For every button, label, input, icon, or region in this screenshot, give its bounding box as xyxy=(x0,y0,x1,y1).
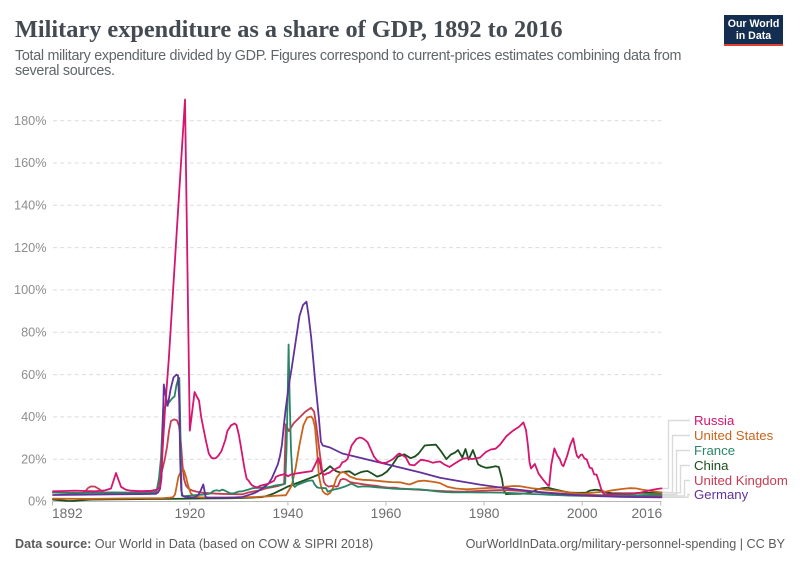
svg-text:100%: 100% xyxy=(14,283,46,297)
svg-text:1960: 1960 xyxy=(371,506,402,521)
svg-text:160%: 160% xyxy=(14,156,46,170)
svg-text:Russia: Russia xyxy=(694,413,735,428)
svg-text:1892: 1892 xyxy=(52,506,83,521)
svg-text:40%: 40% xyxy=(21,410,46,424)
svg-text:60%: 60% xyxy=(21,368,46,382)
svg-text:80%: 80% xyxy=(21,326,46,340)
svg-text:China: China xyxy=(694,458,729,473)
svg-text:20%: 20% xyxy=(21,452,46,466)
svg-text:2016: 2016 xyxy=(631,506,662,521)
svg-text:France: France xyxy=(694,443,735,458)
svg-text:120%: 120% xyxy=(14,241,46,255)
svg-text:140%: 140% xyxy=(14,199,46,213)
svg-text:1940: 1940 xyxy=(273,506,304,521)
svg-text:1920: 1920 xyxy=(174,506,205,521)
svg-text:1980: 1980 xyxy=(469,506,500,521)
svg-text:2000: 2000 xyxy=(567,506,598,521)
svg-text:United States: United States xyxy=(694,428,774,443)
svg-text:Germany: Germany xyxy=(694,487,749,502)
svg-text:United Kingdom: United Kingdom xyxy=(694,473,788,488)
svg-text:0%: 0% xyxy=(28,495,46,509)
svg-text:180%: 180% xyxy=(14,114,46,128)
